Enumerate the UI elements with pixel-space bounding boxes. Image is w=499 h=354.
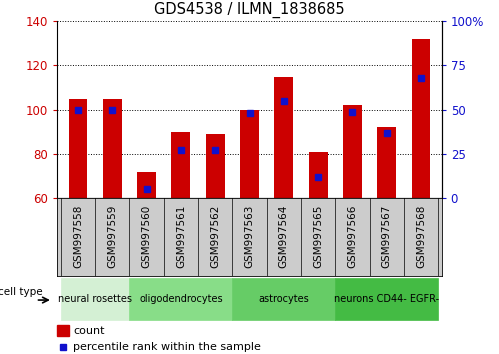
Text: GSM997561: GSM997561 — [176, 205, 186, 268]
Text: oligodendrocytes: oligodendrocytes — [139, 294, 223, 304]
Text: GSM997559: GSM997559 — [107, 205, 117, 268]
Bar — [240, 110, 259, 198]
Bar — [274, 76, 293, 198]
Text: GSM997566: GSM997566 — [347, 205, 357, 268]
Text: count: count — [73, 326, 105, 336]
FancyBboxPatch shape — [335, 278, 438, 320]
Bar — [343, 105, 362, 198]
Bar — [172, 132, 190, 198]
Text: GSM997568: GSM997568 — [416, 205, 426, 268]
Text: astrocytes: astrocytes — [258, 294, 309, 304]
Bar — [412, 39, 431, 198]
Bar — [377, 127, 396, 198]
Text: neurons CD44- EGFR-: neurons CD44- EGFR- — [334, 294, 439, 304]
Text: percentile rank within the sample: percentile rank within the sample — [73, 342, 261, 352]
Bar — [309, 152, 327, 198]
Text: GSM997562: GSM997562 — [210, 205, 220, 268]
Bar — [68, 99, 87, 198]
FancyBboxPatch shape — [61, 278, 129, 320]
Text: GSM997565: GSM997565 — [313, 205, 323, 268]
Text: GSM997563: GSM997563 — [245, 205, 254, 268]
Title: GDS4538 / ILMN_1838685: GDS4538 / ILMN_1838685 — [154, 2, 345, 18]
Bar — [206, 134, 225, 198]
Bar — [57, 325, 69, 336]
Bar — [103, 99, 122, 198]
Text: GSM997567: GSM997567 — [382, 205, 392, 268]
Text: cell type: cell type — [0, 287, 42, 297]
FancyBboxPatch shape — [233, 278, 335, 320]
Text: GSM997564: GSM997564 — [279, 205, 289, 268]
Text: neural rosettes: neural rosettes — [58, 294, 132, 304]
Text: GSM997560: GSM997560 — [142, 205, 152, 268]
FancyBboxPatch shape — [129, 278, 233, 320]
Text: GSM997558: GSM997558 — [73, 205, 83, 268]
Bar — [137, 172, 156, 198]
